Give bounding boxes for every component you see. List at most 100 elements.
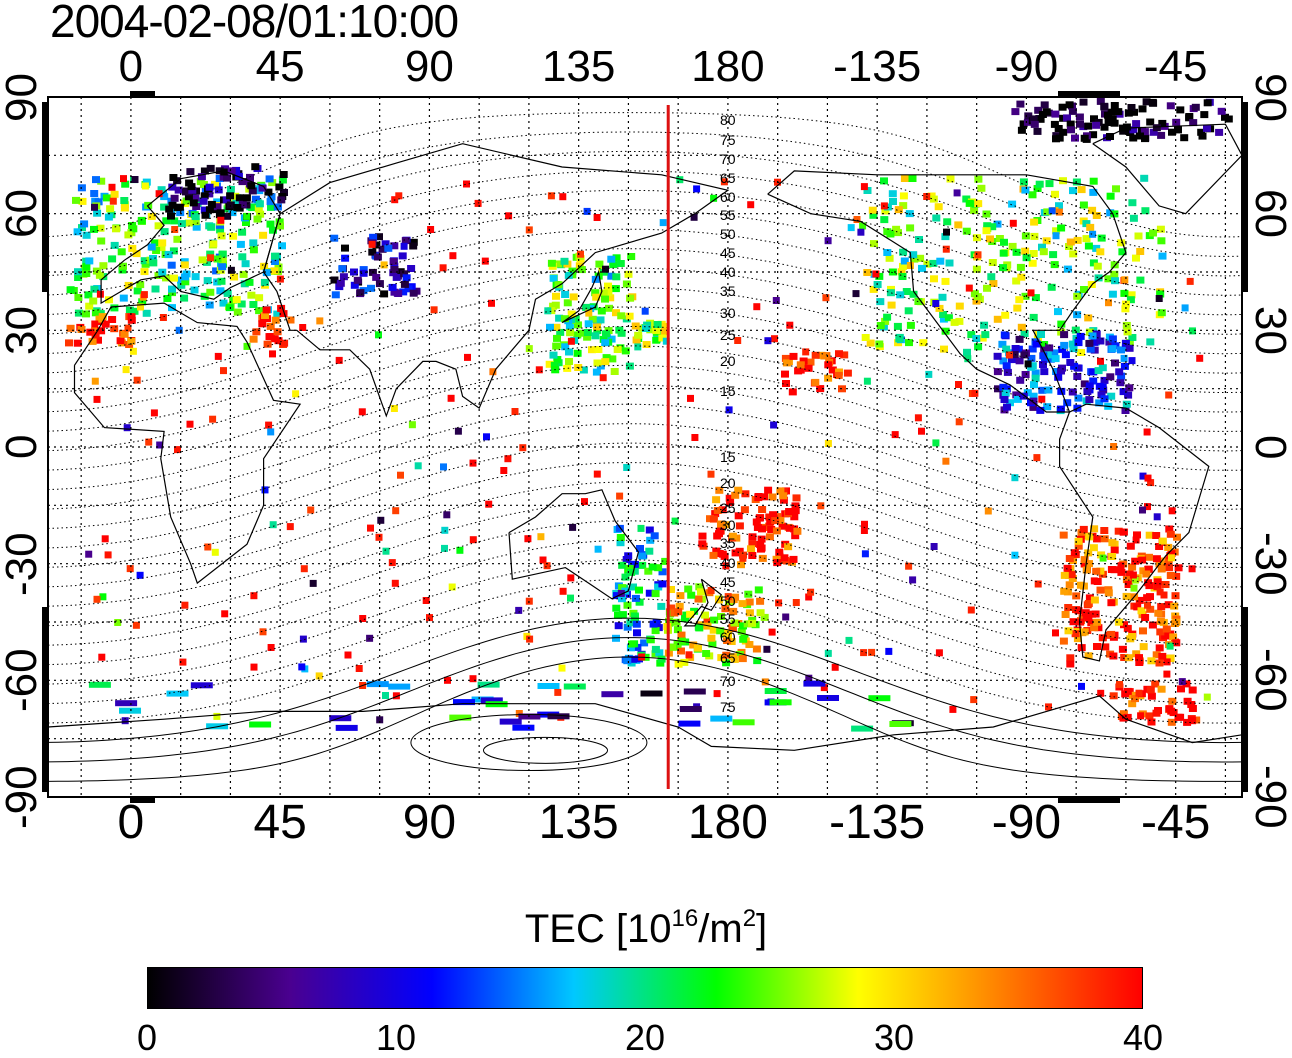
tec-pixel — [409, 289, 418, 297]
tec-pixel — [250, 663, 258, 671]
tec-pixel — [235, 194, 244, 202]
tec-pixel — [275, 218, 284, 226]
tec-pixel — [623, 464, 631, 471]
tec-pixel — [574, 321, 582, 329]
tec-pixel — [624, 270, 633, 278]
tec-pixel — [904, 307, 913, 315]
tec-pixel — [1000, 396, 1009, 403]
tec-pixel — [394, 290, 403, 297]
tec-pixel — [1157, 685, 1166, 693]
tec-pixel — [1037, 331, 1045, 338]
tec-pixel — [1043, 208, 1052, 216]
tec-pixel — [739, 635, 748, 643]
tec-pixel — [170, 274, 178, 282]
tec-pixel — [1019, 120, 1028, 128]
tec-pixel — [1092, 330, 1101, 338]
tec-pixel — [404, 285, 413, 293]
tec-pixel — [632, 620, 641, 628]
tec-pixel — [1071, 134, 1079, 142]
tec-pixel — [1077, 186, 1086, 194]
tec-pixel — [651, 645, 660, 653]
tec-pixel — [1121, 300, 1130, 308]
tec-pixel — [896, 291, 905, 299]
tec-pixel — [616, 534, 625, 541]
tec-pixel — [617, 312, 626, 320]
tec-pixel — [748, 552, 757, 559]
tec-pixel — [1115, 368, 1124, 376]
tec-pixel — [563, 683, 586, 690]
tec-pixel — [805, 593, 813, 601]
tec-pixel — [1006, 399, 1014, 407]
tec-pixel — [216, 287, 225, 295]
tec-pixel — [1028, 345, 1037, 353]
tec-pixel — [159, 314, 167, 321]
tec-pixel — [1024, 360, 1032, 368]
tec-pixel — [616, 492, 624, 500]
tec-pixel — [1119, 528, 1127, 536]
tec-pixel — [622, 280, 631, 288]
tec-pixel — [1060, 571, 1069, 579]
tec-pixel — [599, 289, 608, 297]
tec-pixel — [366, 681, 389, 688]
tec-pixel — [738, 655, 747, 663]
tec-pixel — [1128, 199, 1137, 207]
tec-pixel — [505, 212, 513, 220]
tec-pixel — [771, 335, 778, 343]
tec-pixel — [409, 242, 418, 250]
tec-pixel — [633, 643, 642, 651]
tec-pixel — [745, 609, 754, 617]
contour-label: 20 — [720, 475, 736, 491]
tec-pixel — [142, 309, 151, 317]
magnetic-contour — [47, 501, 1243, 627]
tec-pixel — [713, 532, 722, 540]
tec-pixel — [237, 300, 246, 308]
tec-pixel — [1082, 566, 1091, 574]
tec-pixel — [245, 278, 254, 286]
tec-pixel — [207, 200, 216, 208]
tec-pixel — [577, 250, 584, 258]
tec-pixel — [721, 605, 730, 613]
tec-pixel — [218, 263, 227, 271]
tec-pixel — [171, 226, 179, 233]
tec-pixel — [1042, 237, 1051, 245]
tec-pixel — [1135, 659, 1144, 666]
tec-pixel — [995, 235, 1004, 242]
tec-pixel — [1142, 570, 1151, 578]
tec-pixel — [946, 175, 955, 183]
tec-pixel — [1135, 596, 1144, 604]
tec-pixel — [772, 297, 780, 304]
tec-pixel — [240, 280, 249, 288]
tec-pixel — [654, 564, 663, 572]
tec-pixel — [894, 206, 903, 214]
tec-pixel — [758, 506, 767, 513]
tec-pixel — [771, 517, 780, 525]
tec-pixel — [626, 619, 635, 627]
tec-pixel — [640, 639, 649, 647]
tec-pixel — [710, 616, 719, 624]
tec-pixel — [1189, 119, 1198, 127]
tec-pixel — [811, 378, 820, 386]
tec-pixel — [213, 278, 222, 286]
tec-pixel — [1069, 187, 1077, 195]
tec-pixel — [1168, 507, 1176, 515]
japan-coastline — [561, 269, 603, 324]
tec-pixel — [1085, 339, 1094, 347]
tec-pixel — [886, 230, 895, 238]
tec-pixel — [382, 547, 390, 555]
tec-pixel — [392, 273, 401, 281]
tec-pixel — [796, 361, 805, 369]
tec-pixel — [720, 552, 729, 560]
tec-pixel — [1203, 99, 1212, 107]
tec-pixel — [965, 284, 973, 292]
tec-pixel — [1127, 291, 1136, 299]
tec-pixel — [626, 294, 635, 302]
tec-pixel — [1060, 587, 1069, 595]
tec-pixel — [1196, 354, 1204, 362]
tec-pixel — [615, 524, 624, 532]
tec-pixel — [1005, 351, 1013, 359]
tec-pixel — [230, 273, 239, 281]
tec-pixel — [756, 541, 765, 548]
tec-pixel — [261, 486, 269, 494]
tec-pixel — [187, 183, 196, 191]
tec-pixel — [567, 310, 576, 318]
